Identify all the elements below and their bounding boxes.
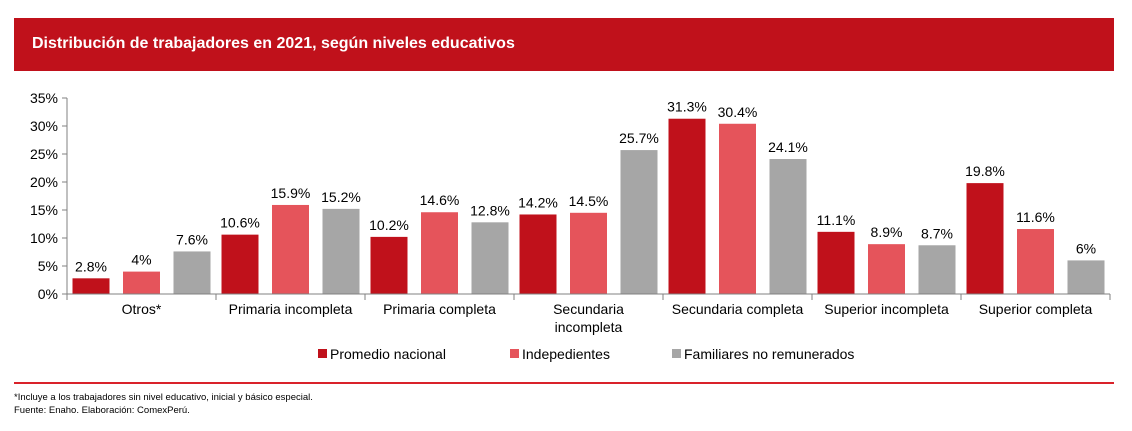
- title-bar: Distribución de trabajadores en 2021, se…: [14, 18, 1114, 71]
- data-label: 25.7%: [619, 130, 659, 146]
- y-tick-label: 30%: [30, 118, 58, 134]
- bar-chart: 0% 5% 10% 15% 20% 25% 30% 35% 2.8% 10.6% 10.2% 14.2…: [30, 90, 1111, 362]
- bar: [966, 183, 1004, 294]
- bar: [519, 214, 557, 294]
- legend-swatch: [510, 349, 519, 358]
- data-label: 30.4%: [718, 104, 758, 120]
- y-tick-label: 35%: [30, 90, 58, 106]
- footnote: *Incluye a los trabajadores sin nivel ed…: [14, 392, 313, 403]
- data-label: 7.6%: [176, 231, 208, 247]
- chart-title: Distribución de trabajadores en 2021, se…: [32, 35, 515, 52]
- bar: [570, 212, 607, 294]
- bar: [72, 278, 110, 294]
- category-label: Secundaria completa: [672, 301, 804, 317]
- category-label: Superior incompleta: [824, 301, 949, 317]
- category-label: Otros*: [122, 301, 162, 317]
- data-label: 14.5%: [569, 193, 609, 209]
- bar: [221, 234, 259, 294]
- data-label: 15.2%: [321, 189, 361, 205]
- data-label: 14.6%: [420, 192, 460, 208]
- bar: [769, 159, 807, 294]
- legend-swatch: [672, 349, 681, 358]
- y-tick-label: 20%: [30, 174, 58, 190]
- y-tick-label: 10%: [30, 230, 58, 246]
- data-label: 11.6%: [1016, 209, 1055, 225]
- source-note: Fuente: Enaho. Elaboración: ComexPerú.: [14, 405, 190, 416]
- bar: [1067, 260, 1105, 294]
- data-label: 19.8%: [965, 163, 1005, 179]
- footer-divider: [14, 382, 1114, 384]
- data-label: 12.8%: [470, 202, 510, 218]
- bar: [322, 208, 360, 294]
- category-label: Secundaria: [553, 301, 624, 317]
- bar: [421, 212, 458, 294]
- bar: [1017, 229, 1054, 294]
- category-label: Primaria completa: [383, 301, 496, 317]
- bar: [620, 150, 658, 294]
- data-label: 8.7%: [921, 225, 953, 241]
- data-label: 8.9%: [871, 224, 903, 240]
- bar: [370, 236, 408, 294]
- data-label: 6%: [1076, 240, 1096, 256]
- bar: [868, 244, 905, 294]
- data-label: 10.2%: [369, 217, 409, 233]
- data-label: 2.8%: [75, 258, 107, 274]
- legend-label: Promedio nacional: [330, 346, 446, 362]
- y-tick-label: 5%: [38, 258, 58, 274]
- y-tick-label: 25%: [30, 146, 58, 162]
- bar: [272, 204, 309, 294]
- y-tick-label: 15%: [30, 202, 58, 218]
- bar: [918, 245, 956, 294]
- data-label: 15.9%: [271, 185, 311, 201]
- bar: [719, 123, 756, 294]
- data-label: 31.3%: [667, 99, 707, 115]
- category-label: incompleta: [555, 319, 623, 335]
- data-label: 10.6%: [220, 215, 260, 231]
- legend-label: Familiares no remunerados: [684, 346, 854, 362]
- legend-swatch: [318, 349, 327, 358]
- data-label: 4%: [131, 252, 151, 268]
- bar: [817, 231, 855, 294]
- bar: [471, 222, 509, 294]
- category-label: Superior completa: [979, 301, 1093, 317]
- legend-label: Indepedientes: [522, 346, 610, 362]
- bar: [123, 271, 160, 294]
- category-label: Primaria incompleta: [229, 301, 353, 317]
- data-label: 11.1%: [817, 212, 856, 228]
- data-label: 24.1%: [768, 139, 808, 155]
- data-label: 14.2%: [518, 194, 558, 210]
- bar: [173, 251, 211, 294]
- bar: [668, 118, 706, 294]
- y-tick-label: 0%: [38, 286, 58, 302]
